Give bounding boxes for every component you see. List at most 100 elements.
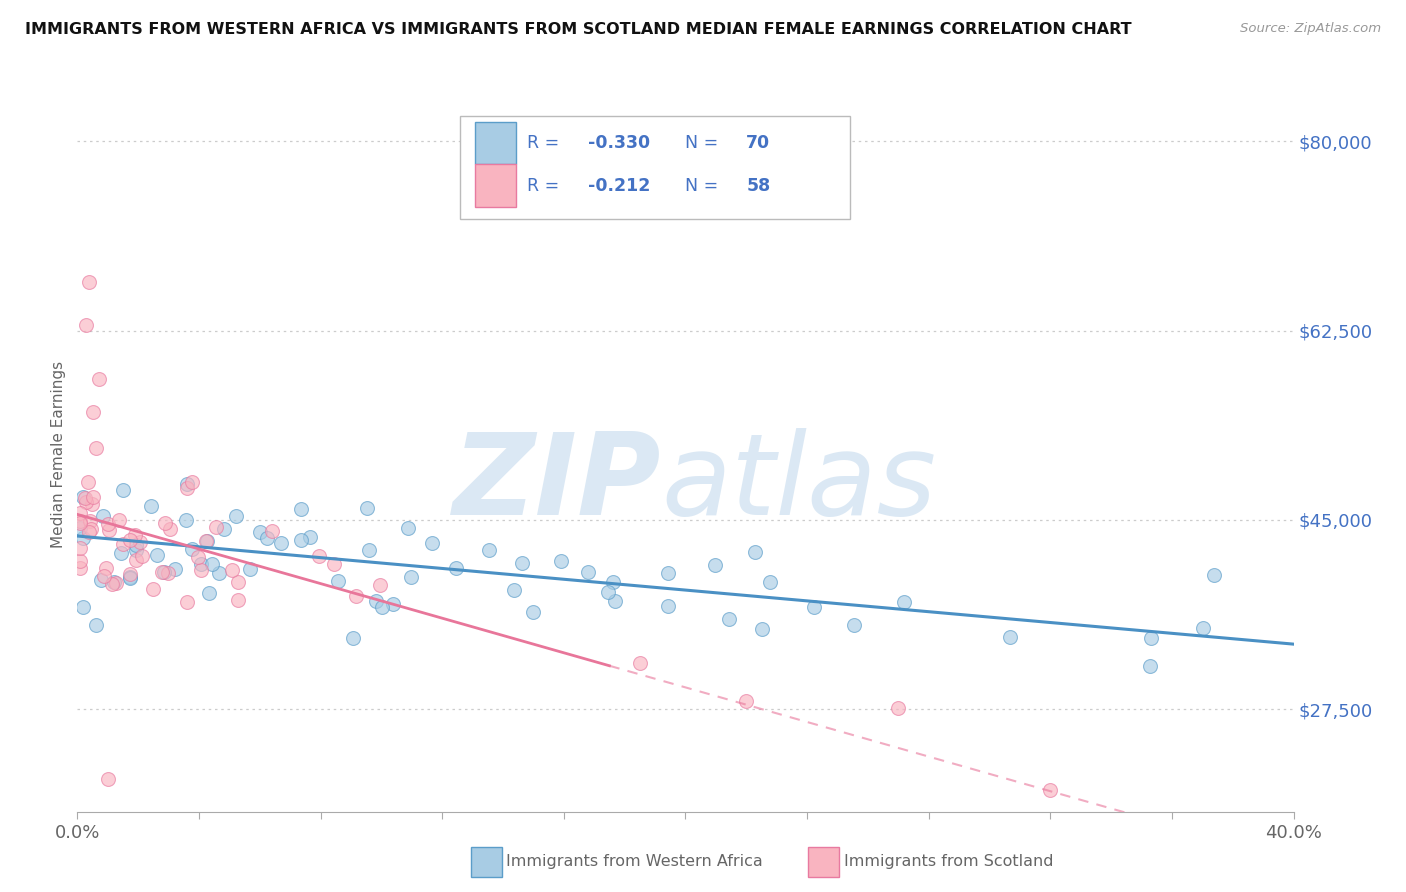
Point <box>226 593 249 607</box>
Point <box>249 524 271 539</box>
Point <box>118 533 141 548</box>
Point <box>256 531 278 545</box>
Point <box>887 701 910 715</box>
Point <box>190 563 212 577</box>
Point <box>998 630 1021 644</box>
Point <box>79 275 101 289</box>
Point <box>328 574 350 588</box>
Point <box>356 500 378 515</box>
Point <box>717 612 740 626</box>
Point <box>110 546 132 560</box>
Point <box>510 556 533 570</box>
Point <box>703 558 725 572</box>
Point <box>163 562 186 576</box>
Point <box>142 582 165 597</box>
Point <box>603 593 626 607</box>
Point <box>893 595 915 609</box>
Point <box>195 533 218 548</box>
Point <box>84 618 107 632</box>
Point <box>108 513 131 527</box>
Point <box>371 600 394 615</box>
Point <box>364 594 387 608</box>
Point <box>75 318 97 333</box>
Point <box>221 564 243 578</box>
Bar <box>475 121 516 164</box>
Point <box>598 584 620 599</box>
Point <box>155 516 177 530</box>
Point <box>150 565 173 579</box>
Point <box>803 600 825 615</box>
Text: -0.330: -0.330 <box>588 134 650 152</box>
Point <box>90 573 112 587</box>
Point <box>1139 658 1161 673</box>
Point <box>323 558 346 572</box>
Point <box>628 657 651 671</box>
Point <box>69 521 91 535</box>
Point <box>120 570 142 584</box>
Point <box>195 534 218 549</box>
Text: 70: 70 <box>747 134 770 152</box>
Point <box>381 597 404 611</box>
Point <box>1202 568 1225 582</box>
Point <box>80 522 103 536</box>
Point <box>84 442 107 456</box>
Point <box>87 372 110 386</box>
Point <box>1039 783 1062 797</box>
Point <box>187 549 209 564</box>
Point <box>124 527 146 541</box>
Point <box>396 521 419 535</box>
Point <box>125 553 148 567</box>
Text: 58: 58 <box>747 177 770 194</box>
Point <box>190 557 212 571</box>
Point <box>657 599 679 613</box>
Point <box>201 558 224 572</box>
Point <box>118 571 141 585</box>
Point <box>181 475 204 490</box>
Point <box>399 570 422 584</box>
Point <box>69 561 91 575</box>
Point <box>342 631 364 645</box>
Point <box>368 578 391 592</box>
Y-axis label: Median Female Earnings: Median Female Earnings <box>51 361 66 549</box>
Point <box>181 542 204 557</box>
Bar <box>475 164 516 207</box>
Point <box>69 554 91 568</box>
Point <box>357 542 380 557</box>
Point <box>522 606 544 620</box>
Point <box>176 476 198 491</box>
Point <box>550 554 572 568</box>
Point <box>125 542 148 557</box>
Text: Immigrants from Scotland: Immigrants from Scotland <box>844 855 1053 869</box>
Text: R =: R = <box>527 134 560 152</box>
Point <box>1191 621 1213 635</box>
Point <box>174 513 197 527</box>
Point <box>225 509 247 524</box>
Point <box>444 560 467 574</box>
Point <box>77 475 100 490</box>
Point <box>420 536 443 550</box>
Point <box>502 582 524 597</box>
Point <box>744 545 766 559</box>
Point <box>105 576 128 591</box>
Point <box>80 497 103 511</box>
Point <box>262 524 284 539</box>
Point <box>69 541 91 556</box>
Point <box>75 494 97 508</box>
Point <box>239 562 262 576</box>
Point <box>1139 632 1161 646</box>
Point <box>120 567 142 582</box>
Point <box>96 516 118 531</box>
Point <box>308 549 330 563</box>
Text: N =: N = <box>686 177 718 194</box>
Point <box>73 491 96 505</box>
Point <box>152 565 174 579</box>
Point <box>844 618 866 632</box>
Point <box>111 536 134 550</box>
Point <box>758 574 780 589</box>
Point <box>226 575 249 590</box>
Text: -0.212: -0.212 <box>588 177 651 194</box>
Text: N =: N = <box>686 134 718 152</box>
Point <box>97 772 120 787</box>
Point <box>290 502 312 516</box>
FancyBboxPatch shape <box>460 116 849 219</box>
